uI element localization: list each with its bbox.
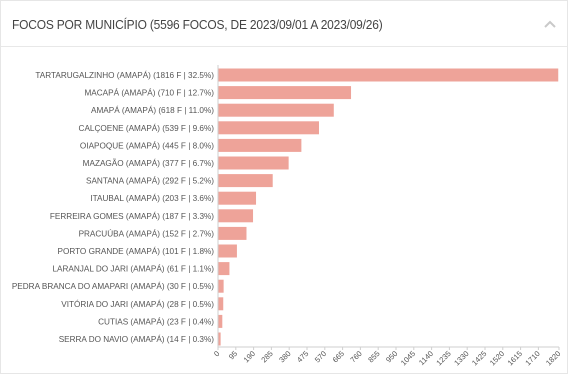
category-label: CUTIAS (AMAPÁ) (23 F | 0.4%) <box>98 316 214 326</box>
x-tick-label: 285 <box>259 349 274 364</box>
bar[interactable] <box>218 332 221 346</box>
category-label: OIAPOQUE (AMAPÁ) (445 F | 8.0%) <box>80 140 214 150</box>
x-tick-label: 1235 <box>434 349 452 367</box>
bar[interactable] <box>218 279 224 293</box>
category-label: PEDRA BRANCA DO AMAPARI (AMAPÁ) (30 F | … <box>12 281 214 291</box>
category-label: ITAUBAL (AMAPÁ) (203 F | 3.6%) <box>90 193 214 203</box>
bar[interactable] <box>218 86 352 100</box>
bar[interactable] <box>218 209 254 223</box>
x-tick-label: 1045 <box>399 349 417 367</box>
x-tick-label: 760 <box>348 349 363 364</box>
bar[interactable] <box>218 156 289 170</box>
bar[interactable] <box>218 121 319 135</box>
category-label: SANTANA (AMAPÁ) (292 F | 5.2%) <box>86 176 214 186</box>
bar[interactable] <box>218 314 223 328</box>
category-label: CALÇOENE (AMAPÁ) (539 F | 9.6%) <box>79 123 215 133</box>
bars <box>218 68 559 346</box>
x-tick-label: 1140 <box>417 349 435 367</box>
x-tick-label: 1710 <box>523 349 541 367</box>
category-label: SERRA DO NAVIO (AMAPÁ) (14 F | 0.3%) <box>59 334 215 344</box>
x-tick-label: 475 <box>295 349 310 364</box>
bar[interactable] <box>218 191 257 205</box>
category-label: MACAPÁ (AMAPÁ) (710 F | 12.7%) <box>84 88 214 98</box>
category-label: PRACUÚBA (AMAPÁ) (152 F | 2.7%) <box>79 228 215 238</box>
bar[interactable] <box>218 297 224 311</box>
bar-chart: TARTARUGALZINHO (AMAPÁ) (1816 F | 32.5%)… <box>12 65 562 367</box>
bar[interactable] <box>218 226 247 240</box>
chevron-up-icon[interactable] <box>543 19 557 29</box>
x-tick-label: 190 <box>242 349 257 364</box>
category-label: AMAPÁ (AMAPÁ) (618 F | 11.0%) <box>91 105 214 115</box>
panel-header: FOCOS POR MUNICÍPIO (5596 FOCOS, DE 2023… <box>1 1 567 47</box>
bar[interactable] <box>218 68 559 82</box>
bar[interactable] <box>218 174 273 188</box>
panel-title: FOCOS POR MUNICÍPIO (5596 FOCOS, DE 2023… <box>12 17 383 32</box>
bar[interactable] <box>218 138 302 152</box>
bar[interactable] <box>218 244 237 258</box>
x-tick-label: 570 <box>313 349 328 364</box>
x-tick-label: 380 <box>277 349 292 364</box>
x-tick-label: 855 <box>366 349 381 364</box>
x-tick-label: 95 <box>227 349 239 361</box>
category-label: VITÓRIA DO JARI (AMAPÁ) (28 F | 0.5%) <box>61 299 214 309</box>
x-tick-label: 1820 <box>544 349 562 367</box>
category-label: PORTO GRANDE (AMAPÁ) (101 F | 1.8%) <box>57 246 214 256</box>
category-label: FERREIRA GOMES (AMAPÁ) (187 F | 3.3%) <box>50 211 214 221</box>
bar[interactable] <box>218 262 230 276</box>
category-label: LARANJAL DO JARI (AMAPÁ) (61 F | 1.1%) <box>52 264 214 274</box>
x-tick-label: 1330 <box>452 349 470 367</box>
x-tick-label: 1520 <box>488 349 506 367</box>
category-label: MAZAGÃO (AMAPÁ) (377 F | 6.7%) <box>83 158 215 168</box>
x-tick-label: 0 <box>212 349 221 358</box>
x-tick-label: 950 <box>384 349 399 364</box>
bar[interactable] <box>218 103 334 117</box>
category-label: TARTARUGALZINHO (AMAPÁ) (1816 F | 32.5%) <box>35 70 214 80</box>
x-tick-label: 1425 <box>470 349 488 367</box>
x-tick-label: 665 <box>331 349 346 364</box>
x-tick-label: 1615 <box>506 349 524 367</box>
